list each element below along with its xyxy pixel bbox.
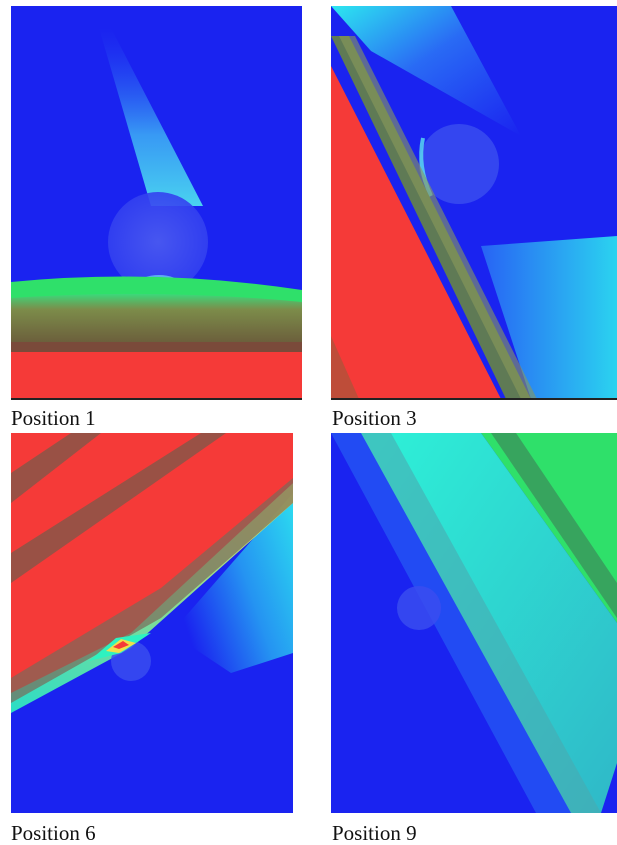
simulation-panel-position-6 bbox=[11, 433, 293, 813]
simulation-panel-position-1 bbox=[11, 6, 302, 399]
caption-position-3: Position 3 bbox=[332, 406, 417, 430]
panel-3-baseline bbox=[331, 398, 617, 400]
simulation-panel-position-3 bbox=[331, 6, 617, 399]
simulation-render-3 bbox=[331, 6, 617, 399]
caption-position-1: Position 1 bbox=[11, 406, 96, 430]
simulation-render-9 bbox=[331, 433, 617, 813]
caption-position-6: Position 6 bbox=[11, 821, 96, 845]
panel-1-baseline bbox=[11, 398, 302, 400]
simulation-render-1 bbox=[11, 6, 302, 399]
caption-position-9: Position 9 bbox=[332, 821, 417, 845]
simulation-render-6 bbox=[11, 433, 293, 813]
simulation-panel-position-9 bbox=[331, 433, 617, 813]
